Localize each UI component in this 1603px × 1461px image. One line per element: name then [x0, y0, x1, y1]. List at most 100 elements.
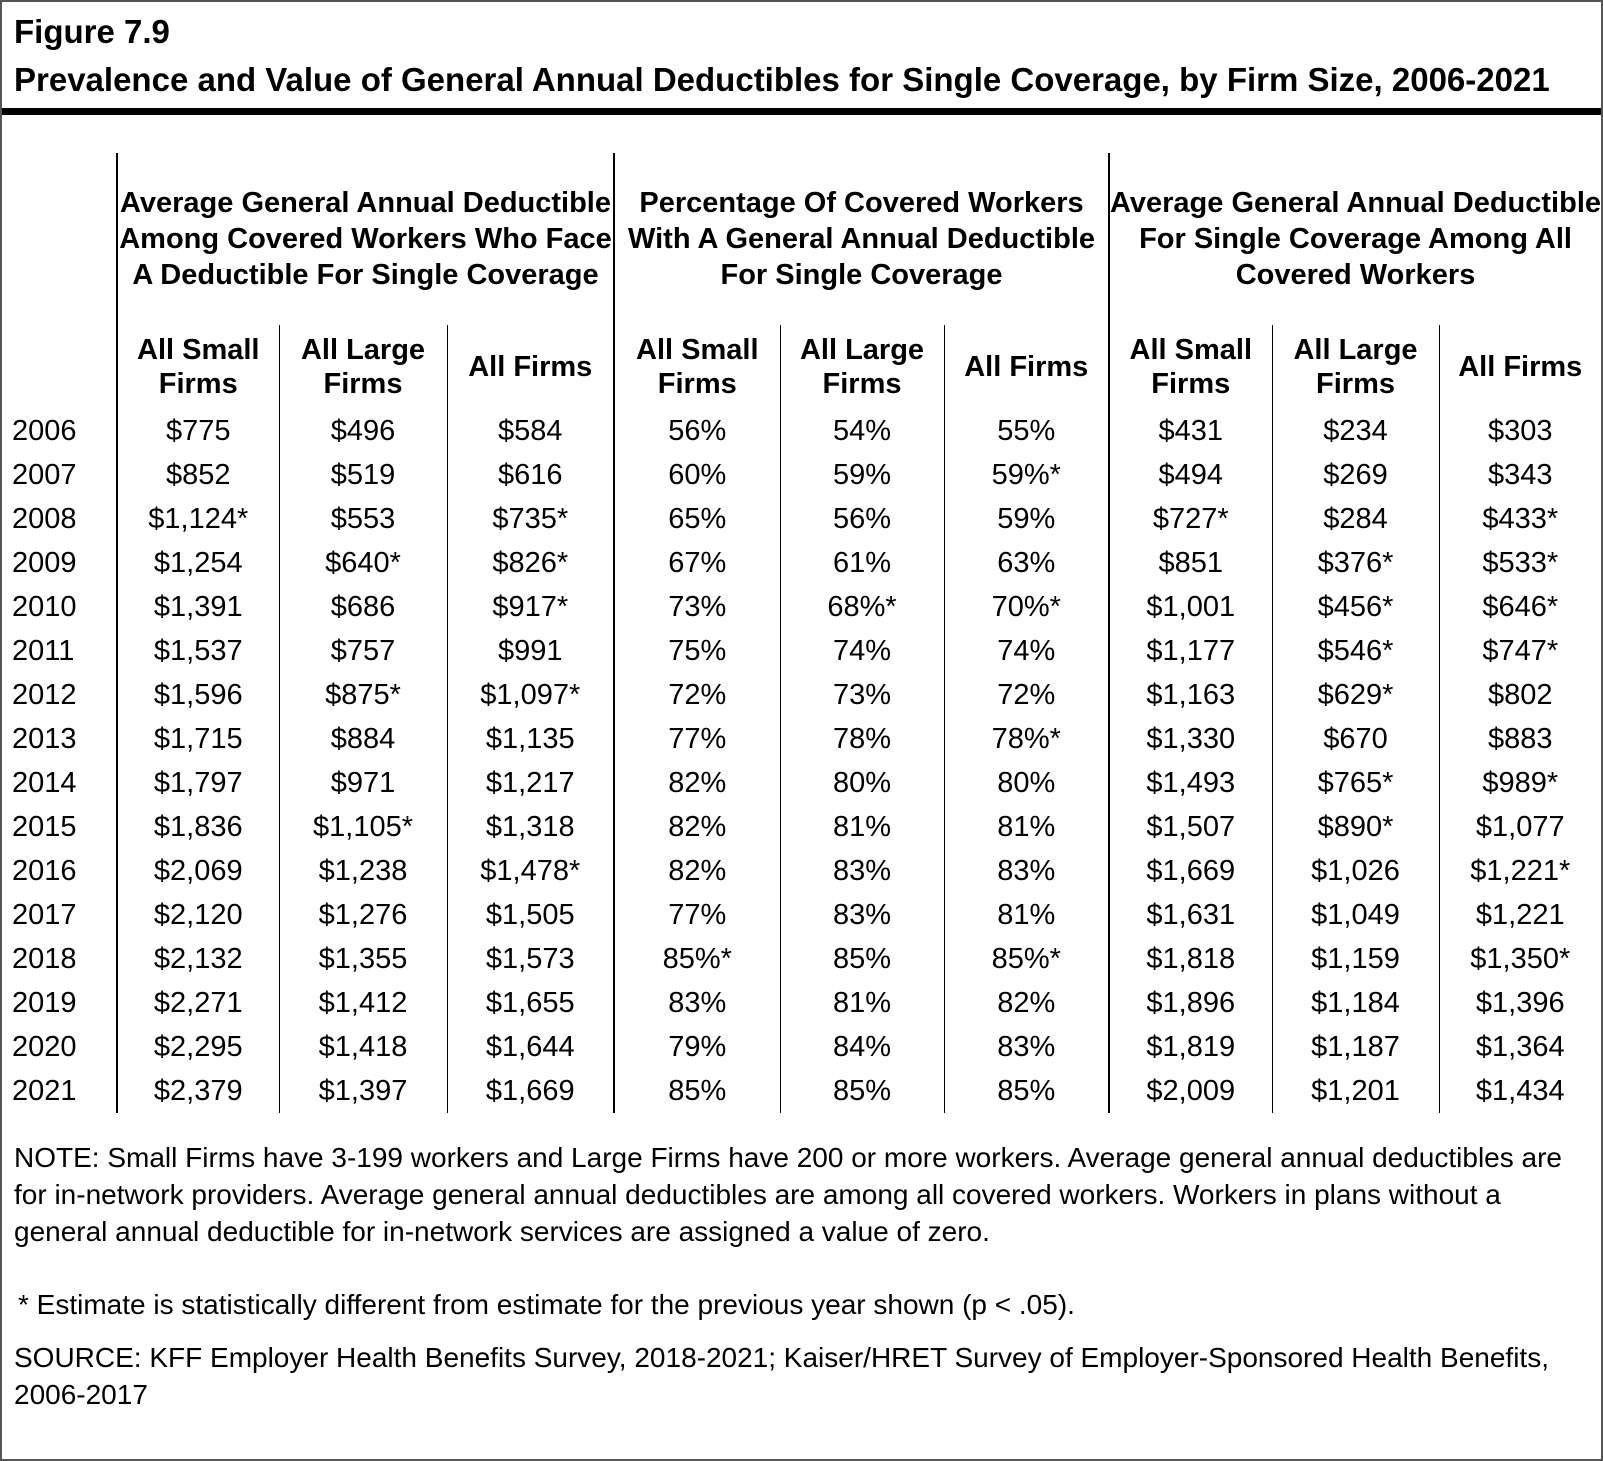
value-cell: $1,537 [116, 629, 279, 673]
value-cell: 84% [779, 1025, 945, 1069]
table-row: 2008 $1,124* $553 $735* 65% 56% 59% $727* $284 $4… [2, 497, 1601, 541]
value-cell: 67% [613, 541, 781, 585]
value-cell: 72% [613, 673, 781, 717]
table-row: 2019 $2,271 $1,412 $1,655 83% 81% 82% $1,896 $1,… [2, 981, 1601, 1025]
value-cell: $883 [1438, 717, 1601, 761]
value-cell: 68%* [779, 585, 945, 629]
value-cell: $1,669 [446, 1069, 615, 1113]
value-cell: $989* [1438, 761, 1601, 805]
value-cell: $1,505 [446, 893, 615, 937]
value-cell: $1,184 [1271, 981, 1440, 1025]
value-cell: 70%* [943, 585, 1110, 629]
value-cell: $1,026 [1271, 849, 1440, 893]
asterisk-note: * Estimate is statistically different fr… [18, 1289, 1075, 1320]
value-cell: $917* [446, 585, 615, 629]
value-cell: $496 [278, 409, 447, 453]
value-cell: $1,655 [446, 981, 615, 1025]
table-row: 2006 $775 $496 $584 56% 54% 55% $431 $234 $303 [2, 409, 1601, 453]
notes-block: NOTE: Small Firms have 3-199 workers and… [2, 1139, 1601, 1413]
value-cell: $1,187 [1271, 1025, 1440, 1069]
value-cell: 85% [779, 937, 945, 981]
value-cell: $1,818 [1108, 937, 1273, 981]
value-cell: $1,318 [446, 805, 615, 849]
value-cell: $1,124* [116, 497, 279, 541]
value-cell: 82% [613, 761, 781, 805]
value-cell: $1,631 [1108, 893, 1273, 937]
table-row: 2011 $1,537 $757 $991 75% 74% 74% $1,177 $546* $7… [2, 629, 1601, 673]
value-cell: $775 [116, 409, 279, 453]
value-cell: $1,418 [278, 1025, 447, 1069]
table-row: 2014 $1,797 $971 $1,217 82% 80% 80% $1,493 $765*… [2, 761, 1601, 805]
value-cell: $646* [1438, 585, 1601, 629]
group-header-row: Average General Annual Deductible Among … [2, 153, 1601, 325]
value-cell: $1,644 [446, 1025, 615, 1069]
value-cell: 83% [943, 1025, 1110, 1069]
table-row: 2012 $1,596 $875* $1,097* 72% 73% 72% $1,163 $62… [2, 673, 1601, 717]
value-cell: $1,177 [1108, 629, 1273, 673]
value-cell: $1,715 [116, 717, 279, 761]
value-cell: 83% [779, 893, 945, 937]
value-cell: $284 [1271, 497, 1440, 541]
col-header-large-firms: All Large Firms [779, 325, 945, 409]
year-cell: 2017 [12, 898, 77, 931]
year-cell: 2012 [12, 678, 77, 711]
value-cell: 74% [943, 629, 1110, 673]
value-cell: $747* [1438, 629, 1601, 673]
year-cell: 2007 [12, 458, 77, 491]
sub-header-row: All Small Firms All Large Firms All Firm… [2, 325, 1601, 409]
title-divider [2, 108, 1601, 115]
value-cell: $890* [1271, 805, 1440, 849]
value-cell: $1,217 [446, 761, 615, 805]
col-header-all-firms: All Firms [446, 325, 615, 409]
value-cell: 82% [943, 981, 1110, 1025]
value-cell: $875* [278, 673, 447, 717]
value-cell: 83% [779, 849, 945, 893]
year-column-subheader [2, 325, 117, 409]
value-cell: $1,797 [116, 761, 279, 805]
col-header-large-firms: All Large Firms [278, 325, 447, 409]
year-cell: 2010 [12, 590, 77, 623]
year-cell: 2008 [12, 502, 77, 535]
value-cell: $991 [446, 629, 615, 673]
group-header-avg-deductible-all-workers: Average General Annual Deductible For Si… [1108, 153, 1601, 325]
value-cell: $1,396 [1438, 981, 1601, 1025]
title-block: Figure 7.9 Prevalence and Value of Gener… [2, 2, 1601, 104]
value-cell: $1,221* [1438, 849, 1601, 893]
value-cell: 63% [943, 541, 1110, 585]
table-row: 2016 $2,069 $1,238 $1,478* 82% 83% 83% $1,669 $1… [2, 849, 1601, 893]
value-cell: $1,355 [278, 937, 447, 981]
value-cell: $2,379 [116, 1069, 279, 1113]
col-header-all-firms: All Firms [1438, 325, 1601, 409]
value-cell: 78% [779, 717, 945, 761]
table-row: 2013 $1,715 $884 $1,135 77% 78% 78%* $1,330 $670… [2, 717, 1601, 761]
col-header-large-firms: All Large Firms [1271, 325, 1440, 409]
value-cell: 85% [943, 1069, 1110, 1113]
value-cell: 83% [613, 981, 781, 1025]
col-header-small-firms: All Small Firms [1108, 325, 1273, 409]
value-cell: $1,221 [1438, 893, 1601, 937]
value-cell: $1,896 [1108, 981, 1273, 1025]
table-row: 2010 $1,391 $686 $917* 73% 68%* 70%* $1,001 $456… [2, 585, 1601, 629]
value-cell: 80% [779, 761, 945, 805]
value-cell: $971 [278, 761, 447, 805]
value-cell: $2,132 [116, 937, 279, 981]
value-cell: $1,412 [278, 981, 447, 1025]
value-cell: $735* [446, 497, 615, 541]
group-header-avg-deductible-facing: Average General Annual Deductible Among … [115, 153, 615, 325]
value-cell: 85% [779, 1069, 945, 1113]
value-cell: 79% [613, 1025, 781, 1069]
year-cell: 2009 [12, 546, 77, 579]
value-cell: 73% [779, 673, 945, 717]
value-cell: 77% [613, 893, 781, 937]
value-cell: 60% [613, 453, 781, 497]
value-cell: $2,271 [116, 981, 279, 1025]
value-cell: $431 [1108, 409, 1273, 453]
year-cell: 2019 [12, 986, 77, 1019]
year-cell: 2013 [12, 722, 77, 755]
value-cell: $2,295 [116, 1025, 279, 1069]
year-cell: 2014 [12, 766, 77, 799]
value-cell: $640* [278, 541, 447, 585]
value-cell: $852 [116, 453, 279, 497]
table-row: 2021 $2,379 $1,397 $1,669 85% 85% 85% $2,009 $1,… [2, 1069, 1601, 1113]
